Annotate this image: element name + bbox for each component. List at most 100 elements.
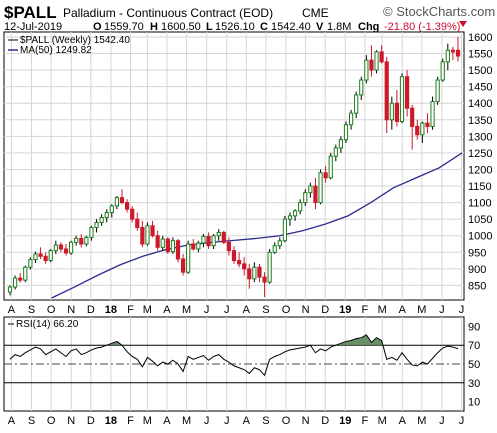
candle bbox=[23, 265, 28, 283]
candle bbox=[170, 237, 176, 254]
candle-body bbox=[440, 61, 445, 81]
rsi-line-layer bbox=[9, 334, 459, 377]
candle bbox=[354, 91, 359, 119]
rsi-x-tick-label: F bbox=[362, 415, 369, 427]
price-x-tick-label: M bbox=[378, 304, 387, 316]
price-y-tick-label: 1200 bbox=[468, 164, 492, 176]
price-x-tick-label: 19 bbox=[339, 304, 351, 316]
candle-body bbox=[165, 238, 170, 253]
candle bbox=[140, 220, 145, 248]
candle bbox=[455, 36, 461, 62]
price-x-tick-label: O bbox=[282, 304, 291, 316]
candle-body bbox=[48, 250, 53, 262]
candle bbox=[410, 104, 415, 150]
price-y-axis: 850 900 950 1000 1050 1100 1150 1200 1250 1300 135… bbox=[468, 32, 492, 292]
price-y-tick-label: 1100 bbox=[468, 198, 492, 210]
candle bbox=[333, 144, 338, 162]
candle-body bbox=[404, 76, 410, 109]
candle bbox=[257, 263, 262, 283]
candle bbox=[374, 50, 379, 74]
candle-body bbox=[267, 251, 272, 283]
open-label: O bbox=[93, 21, 102, 33]
candle bbox=[287, 212, 293, 226]
candlestick-layer bbox=[7, 36, 461, 298]
candle bbox=[7, 285, 13, 296]
candle-body bbox=[186, 243, 191, 273]
candle-body bbox=[231, 250, 237, 262]
candle bbox=[450, 46, 456, 61]
candle bbox=[313, 177, 318, 210]
rsi-x-tick-label: S bbox=[28, 415, 35, 427]
candle bbox=[318, 169, 323, 205]
price-x-tick-label: M bbox=[417, 304, 426, 316]
candle-body bbox=[175, 240, 181, 260]
price-y-tick-label: 1450 bbox=[468, 82, 492, 94]
price-x-tick-label: F bbox=[362, 304, 369, 316]
price-y-tick-label: 1400 bbox=[468, 98, 492, 110]
rsi-y-tick-label: 90 bbox=[468, 321, 480, 333]
candle bbox=[252, 262, 257, 283]
candle-body bbox=[99, 217, 104, 223]
candle bbox=[445, 43, 450, 71]
candle-body bbox=[303, 192, 308, 204]
candle-body bbox=[318, 172, 323, 204]
rsi-y-axis: 10 30 50 70 90 bbox=[468, 321, 480, 408]
candle-body bbox=[23, 266, 28, 281]
candle bbox=[135, 212, 140, 231]
candle-body bbox=[282, 218, 288, 242]
candle bbox=[323, 166, 328, 183]
price-x-tick-label: N bbox=[302, 304, 310, 316]
candle bbox=[114, 195, 120, 210]
candle bbox=[155, 230, 160, 251]
candle-body bbox=[247, 268, 252, 280]
candle-body bbox=[252, 266, 257, 280]
candle bbox=[12, 275, 18, 290]
candle bbox=[150, 220, 155, 238]
price-y-tick-label: 1250 bbox=[468, 148, 492, 160]
low-label: L bbox=[206, 21, 213, 33]
price-x-tick-label: 18 bbox=[105, 304, 117, 316]
candle-body bbox=[389, 102, 394, 121]
candle bbox=[196, 240, 201, 253]
candle bbox=[404, 70, 410, 117]
price-y-tick-label: 1150 bbox=[468, 181, 492, 193]
candle-body bbox=[74, 237, 79, 243]
close-label: C bbox=[260, 21, 268, 33]
price-y-tick-label: 900 bbox=[468, 264, 486, 276]
high-label: H bbox=[150, 21, 158, 33]
price-x-tick-label: J bbox=[224, 304, 230, 316]
price-x-tick-label: A bbox=[399, 304, 407, 316]
candle bbox=[298, 199, 303, 215]
chart-exchange: CME bbox=[302, 6, 329, 20]
price-x-tick-label: J bbox=[439, 304, 445, 316]
rsi-y-tick-label: 50 bbox=[468, 359, 480, 371]
volume-label: V bbox=[316, 21, 324, 33]
price-y-tick-label: 1300 bbox=[468, 131, 492, 143]
candle bbox=[435, 76, 440, 105]
chart-symbol: $PALL bbox=[4, 3, 57, 22]
candle-body bbox=[399, 76, 405, 122]
rsi-y-tick-label: 70 bbox=[468, 340, 480, 352]
candle-body bbox=[160, 238, 165, 248]
rsi-x-tick-label: J bbox=[459, 415, 465, 427]
candle bbox=[303, 189, 308, 206]
price-y-tick-label: 1550 bbox=[468, 49, 492, 61]
close-value: 1542.40 bbox=[271, 21, 311, 33]
rsi-x-tick-label: D bbox=[87, 415, 95, 427]
candle-body bbox=[180, 258, 186, 273]
candle bbox=[53, 240, 58, 254]
price-x-tick-label: J bbox=[204, 304, 210, 316]
candle-body bbox=[211, 235, 216, 247]
candle bbox=[267, 248, 272, 284]
candle bbox=[206, 232, 211, 249]
candle-body bbox=[338, 139, 344, 149]
candle bbox=[63, 244, 69, 256]
candle-body bbox=[359, 79, 364, 96]
rsi-x-tick-label: M bbox=[417, 415, 426, 427]
price-x-tick-label: A bbox=[163, 304, 171, 316]
candle bbox=[28, 257, 33, 270]
candle bbox=[145, 222, 150, 246]
candle-body bbox=[7, 286, 13, 293]
candle bbox=[191, 239, 196, 251]
candle-body bbox=[308, 185, 313, 194]
